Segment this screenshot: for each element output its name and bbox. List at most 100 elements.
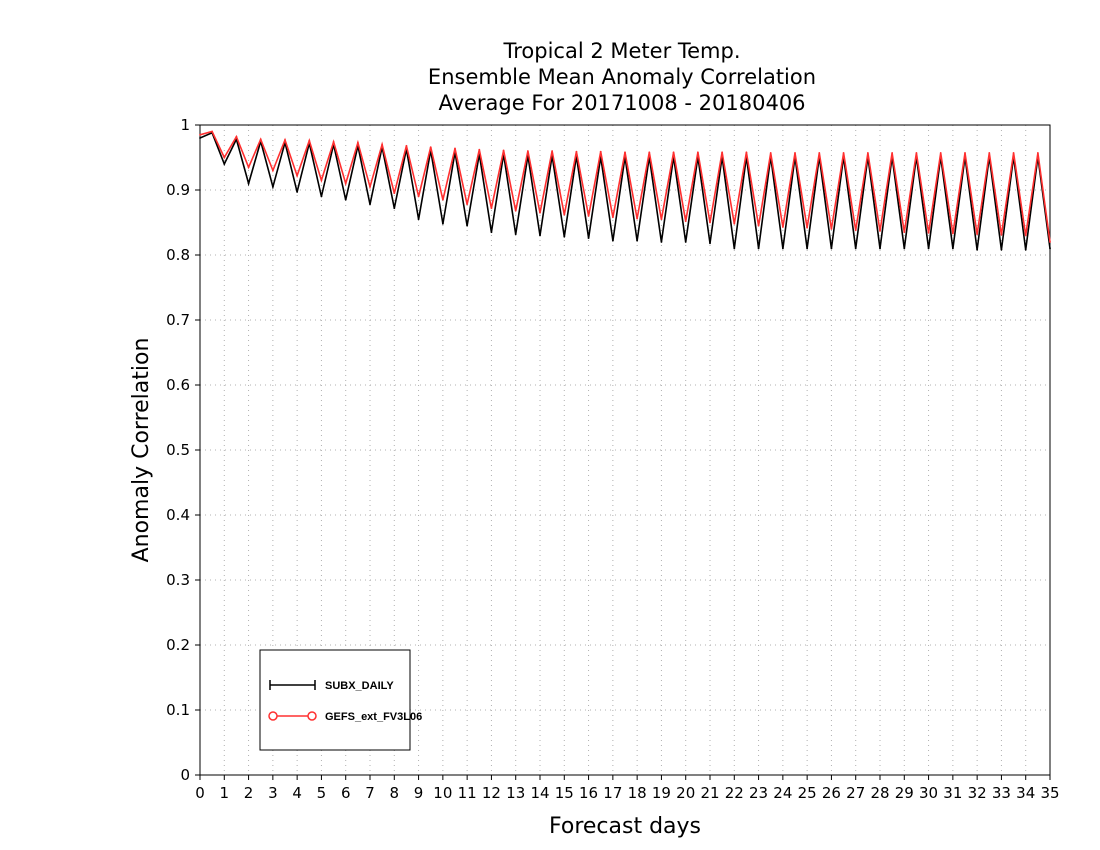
x-tick-label-28: 28 [870,784,889,802]
x-tick-label-16: 16 [579,784,598,802]
data-point-s2-13 [356,141,359,144]
data-point-s2-42 [709,221,711,224]
data-point-s1-64 [976,248,979,251]
x-tick-label-20: 20 [676,784,695,802]
chart-title-line-1: Tropical 2 Meter Temp. [502,39,740,63]
x-tick-label-34: 34 [1016,784,1035,802]
data-point-s1-36 [636,239,639,242]
x-tick-label-11: 11 [458,784,477,802]
x-tick-label-0: 0 [195,784,205,802]
y-tick-label-8: 0.8 [166,246,190,264]
data-point-s2-6 [271,169,274,172]
legend-box [259,649,411,751]
data-point-s1-26 [514,233,517,236]
x-tick-label-13: 13 [506,784,525,802]
grid-lines [200,125,1050,775]
data-point-s2-32 [587,215,590,217]
x-tick-label-35: 35 [1040,784,1059,802]
data-point-s1-10 [320,195,323,198]
x-tick-label-6: 6 [341,784,351,802]
data-point-s1-46 [757,247,760,250]
x-axis-ticks: 0 1 2 3 4 5 6 7 8 9 10 11 12 13 14 15 16 17 18 19 20 21 22 23 24… [195,775,1060,802]
y-tick-label-6: 0.6 [166,376,190,394]
data-point-s2-8 [296,174,299,177]
data-point-s2-24 [490,207,493,210]
data-point-s1-70 [1049,247,1051,250]
data-point-s2-21 [454,147,456,150]
data-point-s2-66 [1000,233,1003,236]
x-tick-label-4: 4 [292,784,302,802]
data-point-s2-17 [405,144,408,147]
x-tick-label-12: 12 [482,784,501,802]
data-point-s2-51 [818,152,821,154]
data-point-s2-56 [879,230,881,232]
data-point-s1-68 [1024,248,1027,251]
y-tick-label-1: 0.1 [166,701,190,719]
x-tick-label-9: 9 [414,784,424,802]
data-point-s2-20 [441,198,444,201]
data-point-s1-4 [247,182,250,185]
data-point-s2-31 [575,150,578,153]
data-point-s2-39 [672,151,675,154]
data-point-s2-59 [915,152,918,154]
data-point-s2-45 [745,151,748,154]
data-point-s1-24 [490,231,493,234]
x-tick-label-24: 24 [773,784,792,802]
data-point-s2-53 [842,152,845,154]
x-tick-label-27: 27 [846,784,865,802]
x-tick-label-1: 1 [220,784,230,802]
data-point-s2-48 [781,226,784,228]
data-point-s1-38 [660,241,663,243]
data-point-s2-5 [259,138,262,141]
x-tick-label-18: 18 [628,784,647,802]
data-point-s2-2 [223,156,226,159]
data-point-s1-52 [830,247,833,250]
data-point-s2-18 [417,195,420,198]
x-tick-label-23: 23 [749,784,768,802]
data-point-s2-49 [794,152,796,154]
x-tick-label-22: 22 [725,784,744,802]
data-point-s1-54 [854,247,857,250]
data-point-s1-0 [199,137,201,139]
data-point-s2-3 [235,135,238,138]
data-point-s2-69 [1036,152,1039,154]
data-point-s2-43 [721,151,724,154]
legend-circle-marker-2b [307,711,317,721]
data-point-s1-40 [684,241,687,243]
legend-label-2: GEFS_ext_FV3L06 [325,711,422,723]
data-point-s2-12 [344,182,347,185]
x-tick-label-19: 19 [652,784,671,802]
data-point-s2-38 [660,218,663,221]
x-tick-label-17: 17 [603,784,622,802]
series-line-2 [199,130,1051,243]
data-point-s2-7 [284,139,286,141]
x-tick-label-26: 26 [822,784,841,802]
data-point-s1-30 [563,235,566,238]
data-point-s2-26 [514,209,517,212]
x-tick-label-25: 25 [798,784,817,802]
chart-title-line-2: Ensemble Mean Anomaly Correlation [428,65,816,89]
x-tick-label-8: 8 [390,784,400,802]
data-point-s2-50 [806,226,809,229]
x-tick-label-14: 14 [530,784,549,802]
data-point-s2-15 [381,143,384,146]
data-point-s1-20 [441,222,444,225]
x-axis-label: Forecast days [549,814,701,839]
data-point-s2-30 [563,213,566,216]
data-point-s2-41 [696,151,699,154]
data-point-s2-47 [769,152,772,154]
chart-title-line-3: Average For 20171008 - 20180406 [438,91,805,115]
data-point-s2-25 [502,149,505,152]
data-point-s2-70 [1049,241,1051,243]
x-tick-label-33: 33 [992,784,1011,802]
data-point-s2-44 [733,222,736,225]
data-point-s1-28 [539,234,541,237]
data-point-s2-67 [1012,152,1015,154]
y-tick-label-9: 0.9 [166,181,190,199]
data-point-s2-52 [830,228,833,230]
data-point-s2-61 [939,152,942,154]
data-point-s2-64 [976,233,979,236]
data-point-s1-32 [587,237,590,240]
data-point-s2-65 [988,152,991,154]
y-tick-label-3: 0.3 [166,571,190,589]
